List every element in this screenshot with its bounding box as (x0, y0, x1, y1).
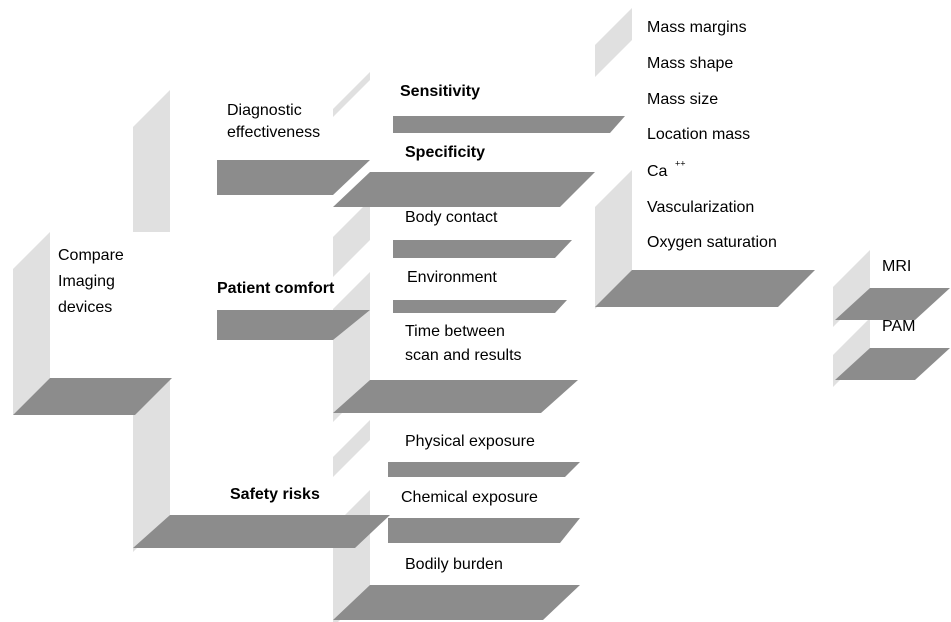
box-bottom (333, 380, 578, 413)
box-side (333, 420, 370, 477)
labels: Compare Imaging devices Diagnostic effec… (58, 19, 915, 573)
alternative-label: MRI (882, 258, 911, 275)
box-bottom (388, 462, 580, 477)
criterion-label: Patient comfort (217, 280, 335, 297)
subcriterion-label: Time between (405, 323, 505, 340)
attribute-superscript: ++ (675, 158, 686, 168)
box-bottom (133, 515, 390, 548)
box-bottom (835, 348, 950, 380)
box-bottom (13, 378, 172, 415)
box-side (833, 318, 870, 387)
box-side (595, 170, 632, 309)
box-bottom (835, 288, 950, 320)
criterion-label: Safety risks (230, 486, 320, 503)
box-side (333, 200, 370, 277)
subcriterion-label: Body contact (405, 209, 498, 226)
subcriterion-label: Chemical exposure (401, 489, 538, 506)
box-bottom (333, 585, 580, 620)
box-bottom (393, 240, 572, 258)
criterion-label: effectiveness (227, 124, 320, 141)
goal-label: Compare (58, 247, 124, 264)
attribute-label: Mass size (647, 91, 718, 108)
box-side (833, 250, 870, 327)
box-bottom (217, 160, 370, 195)
attribute-label: Mass margins (647, 19, 747, 36)
subcriterion-label: Physical exposure (405, 433, 535, 450)
criterion-label: Diagnostic (227, 102, 302, 119)
box-bottom (393, 300, 567, 313)
box-front (50, 232, 175, 378)
attribute-label: Vascularization (647, 199, 754, 216)
box-bottom (388, 518, 580, 543)
box-bottom (217, 310, 370, 340)
subcriterion-label: Sensitivity (400, 83, 480, 100)
box-bottom (595, 270, 815, 307)
subcriterion-label: Bodily burden (405, 556, 503, 573)
box-bottom (333, 172, 595, 207)
goal-label: Imaging (58, 273, 115, 290)
attribute-label: Ca (647, 163, 668, 180)
attribute-label: Mass shape (647, 55, 733, 72)
subcriterion-label: Environment (407, 269, 497, 286)
box-side (333, 272, 370, 422)
subcriterion-label: scan and results (405, 347, 522, 364)
box-side (595, 8, 632, 77)
box-side (13, 232, 50, 415)
goal-label: devices (58, 299, 112, 316)
subcriterion-label: Specificity (405, 144, 485, 161)
attribute-label: Oxygen saturation (647, 234, 777, 251)
box-bottom (393, 116, 625, 133)
alternative-label: PAM (882, 318, 915, 335)
box-shapes (13, 8, 950, 622)
box-side (333, 72, 370, 117)
attribute-label: Location mass (647, 126, 750, 143)
